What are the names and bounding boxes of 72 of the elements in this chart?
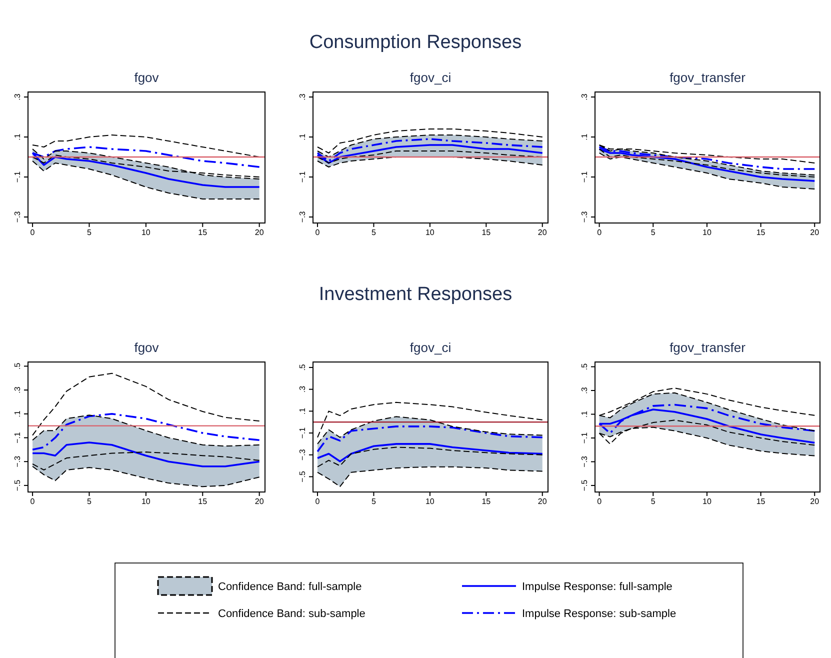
x-tick-label: 20	[254, 228, 264, 237]
y-tick-label: .3	[298, 93, 307, 100]
legend-label: Confidence Band: full-sample	[218, 581, 362, 593]
y-tick-label: −.3	[298, 448, 307, 461]
y-tick-label: .1	[298, 133, 307, 140]
chart-title: fgov_transfer	[670, 340, 746, 355]
y-tick-label: .3	[580, 93, 589, 100]
x-tick-label: 0	[315, 228, 320, 237]
x-tick-label: 0	[30, 228, 36, 237]
y-tick-label: −.1	[580, 432, 589, 444]
x-tick-label: 5	[650, 228, 656, 237]
x-tick-label: 10	[425, 228, 435, 237]
y-tick-label: .1	[580, 133, 589, 140]
x-tick-label: 5	[371, 497, 376, 506]
y-tick-label: −.1	[298, 170, 307, 183]
x-tick-label: 5	[371, 228, 376, 237]
x-tick-label: 15	[198, 228, 208, 237]
y-tick-label: .5	[298, 364, 307, 371]
y-tick-label: −.3	[298, 210, 307, 223]
x-tick-label: 0	[315, 497, 320, 506]
x-tick-label: 15	[482, 228, 492, 237]
legend-label: Confidence Band: sub-sample	[218, 608, 366, 620]
y-tick-label: .3	[13, 386, 22, 394]
x-tick-label: 20	[810, 228, 820, 237]
x-tick-label: 20	[538, 497, 548, 506]
chart-title: fgov	[134, 340, 160, 355]
x-tick-label: 0	[597, 228, 602, 237]
text: Investment Responses	[318, 284, 512, 305]
y-tick-label: −.3	[13, 455, 22, 468]
x-tick-label: 15	[756, 228, 766, 237]
x-tick-label: 0	[30, 497, 36, 506]
text: Consumption Responses	[309, 32, 522, 53]
y-tick-label: .1	[298, 407, 307, 414]
y-tick-label: .3	[580, 386, 589, 394]
chart-title: fgov_ci	[410, 70, 452, 85]
x-tick-label: 5	[87, 497, 92, 506]
y-tick-label: .3	[298, 385, 307, 393]
x-tick-label: 5	[650, 497, 656, 506]
y-tick-label: −.5	[298, 470, 307, 482]
x-tick-label: 20	[538, 228, 548, 237]
y-tick-label: .5	[13, 362, 22, 370]
y-tick-label: −.5	[13, 479, 22, 492]
y-tick-label: −.1	[13, 170, 22, 183]
y-tick-label: .5	[580, 362, 589, 370]
x-tick-label: 5	[87, 228, 92, 237]
y-tick-label: −.3	[13, 210, 22, 223]
y-tick-label: .1	[13, 133, 22, 140]
y-tick-label: −.3	[580, 456, 589, 468]
x-tick-label: 10	[702, 228, 712, 237]
legend-label: Impulse Response: sub-sample	[522, 608, 676, 620]
chart-title: fgov	[134, 70, 160, 85]
y-tick-label: −.1	[298, 426, 307, 439]
x-tick-label: 10	[141, 497, 151, 506]
y-tick-label: −.3	[580, 210, 589, 223]
y-tick-label: .1	[13, 410, 22, 418]
x-tick-label: 15	[756, 497, 766, 506]
chart-title: fgov_transfer	[670, 70, 746, 85]
y-tick-label: −.1	[13, 432, 22, 444]
legend-label: Impulse Response: full-sample	[522, 581, 672, 593]
y-tick-label: −.5	[580, 479, 589, 492]
x-tick-label: 20	[810, 497, 820, 506]
y-tick-label: .1	[580, 410, 589, 418]
x-tick-label: 15	[198, 497, 208, 506]
x-tick-label: 10	[425, 497, 435, 506]
chart-title: fgov_ci	[410, 340, 452, 355]
y-tick-label: −.1	[580, 170, 589, 183]
x-tick-label: 0	[597, 497, 602, 506]
x-tick-label: 15	[482, 497, 492, 506]
x-tick-label: 10	[702, 497, 712, 506]
y-tick-label: .3	[13, 93, 22, 100]
x-tick-label: 20	[254, 497, 264, 506]
x-tick-label: 10	[141, 228, 151, 237]
